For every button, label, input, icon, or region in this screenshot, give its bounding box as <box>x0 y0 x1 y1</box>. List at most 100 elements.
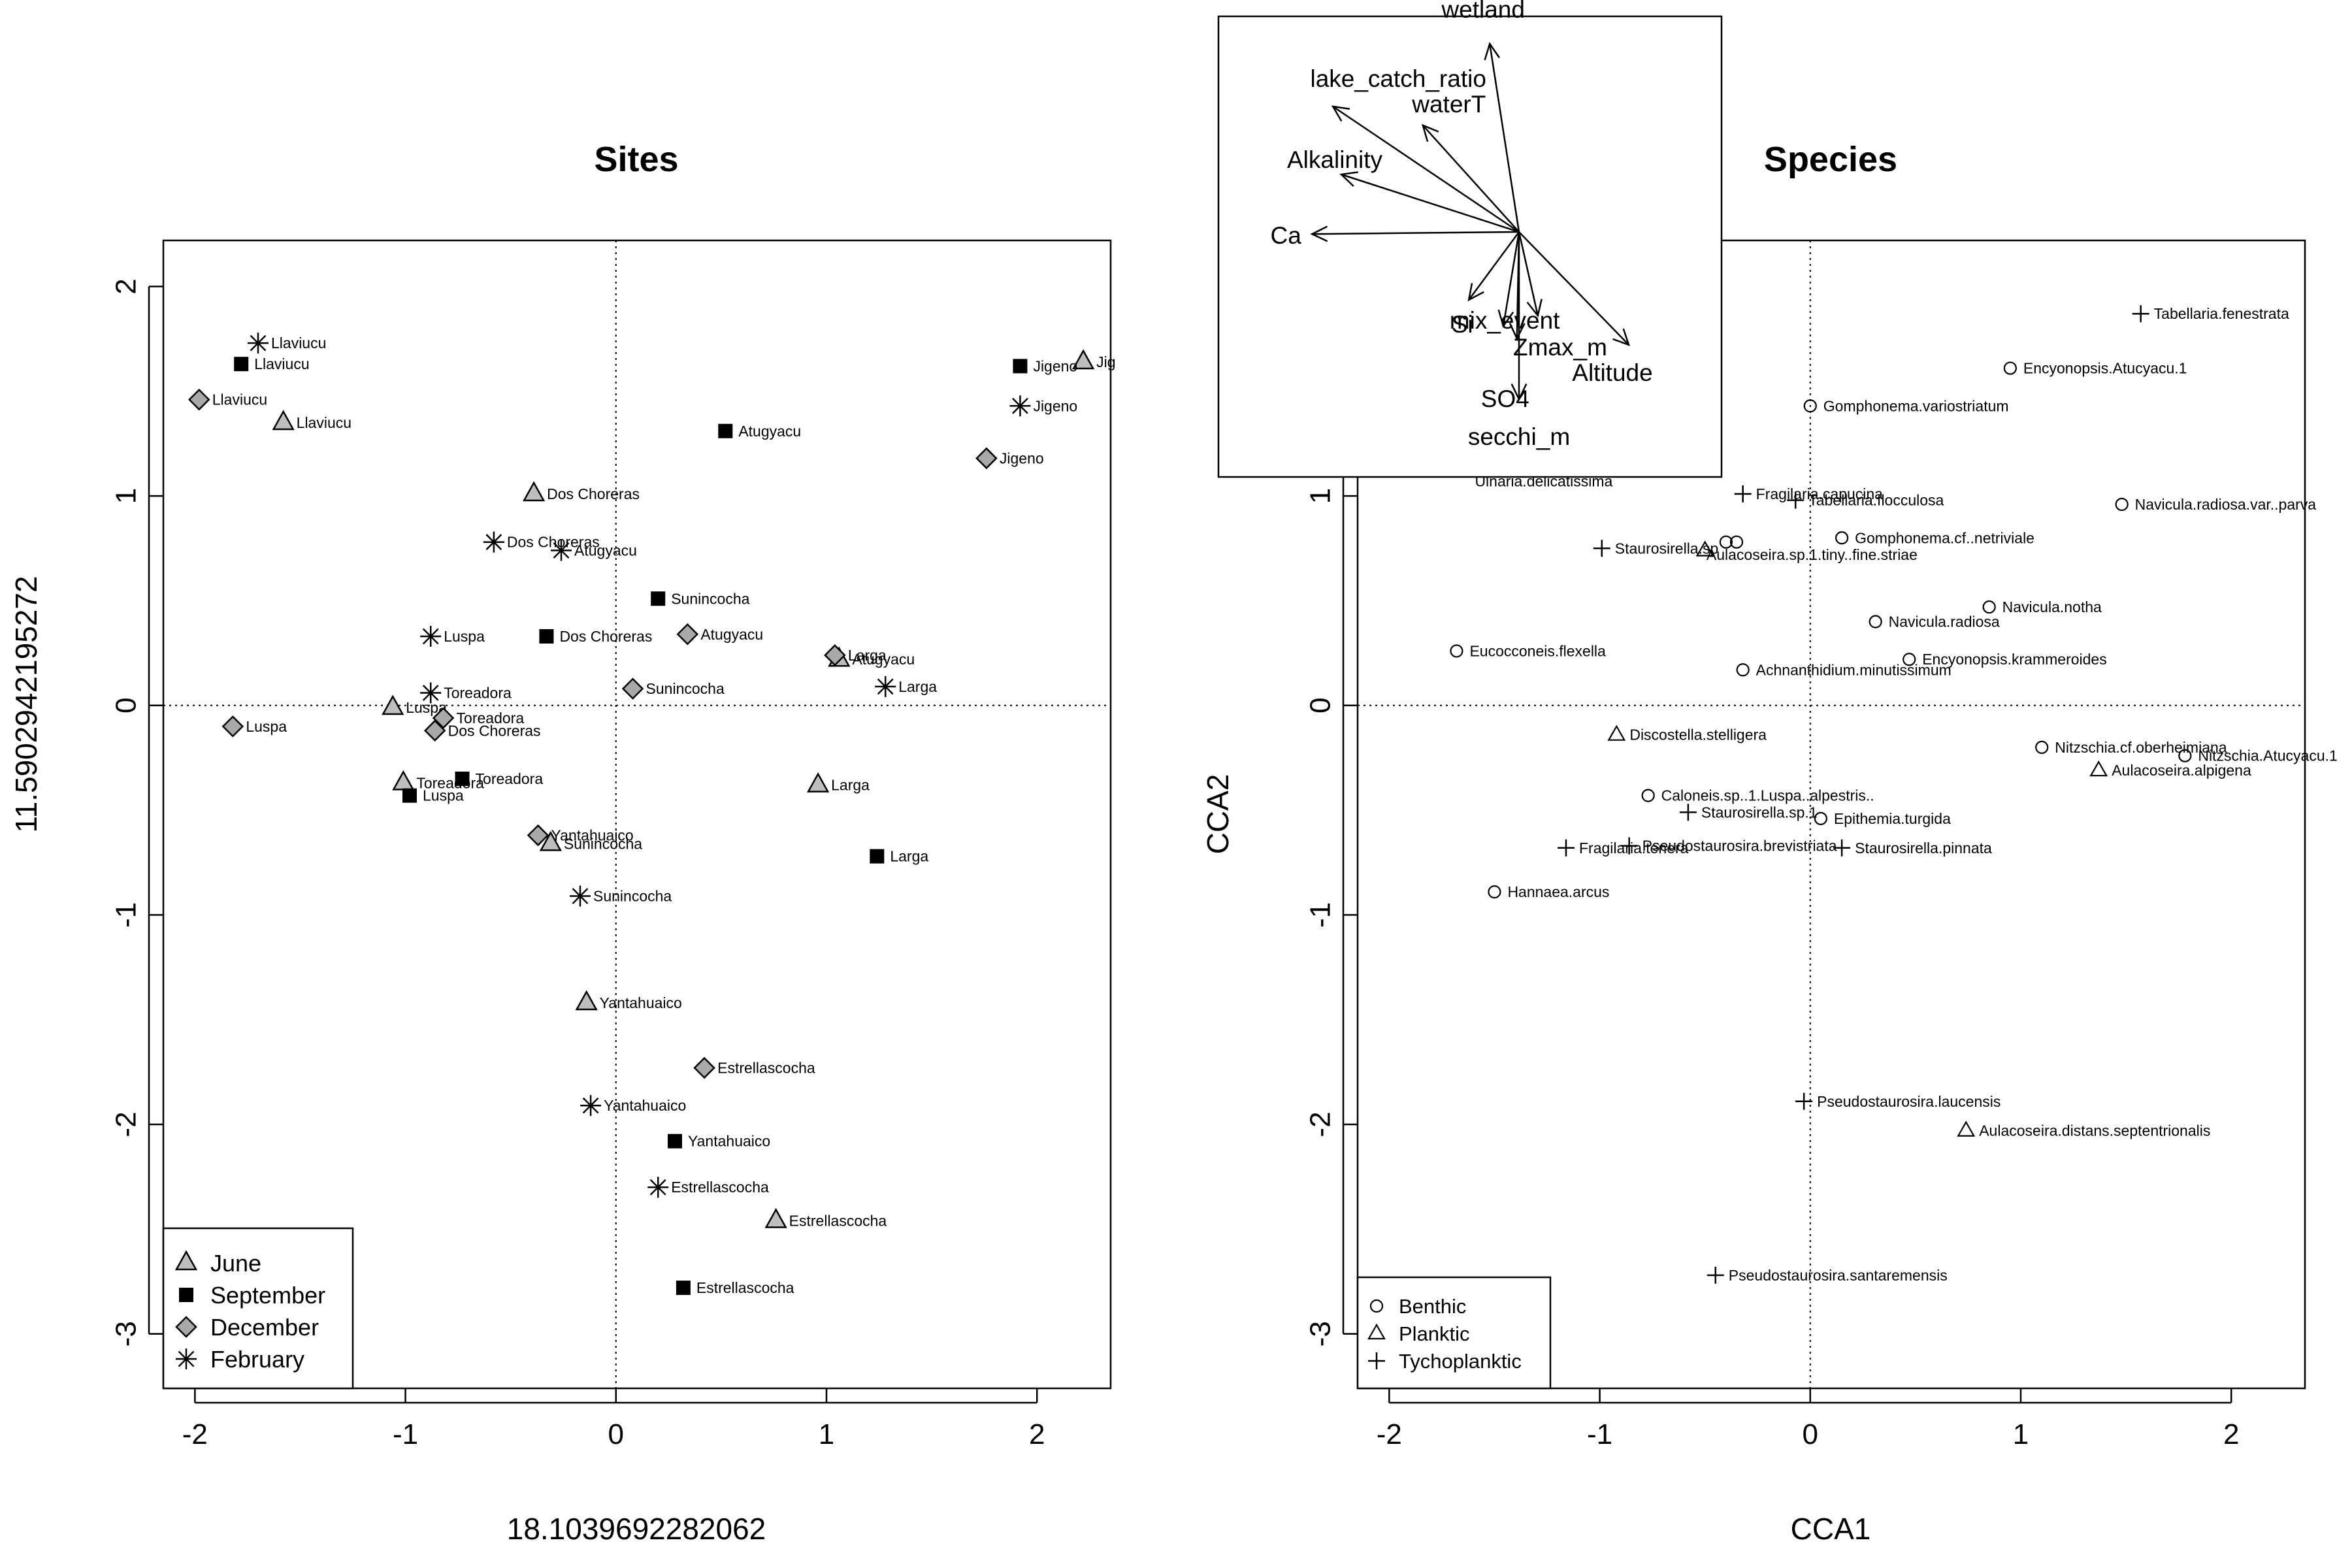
december-label-llaviucu: Llaviucu <box>212 391 267 408</box>
june-label-yantahuaico: Yantahuaico <box>600 994 682 1011</box>
december-label-yantahuaico: Yantahuaico <box>551 827 634 844</box>
december-point-jigeno <box>975 447 998 470</box>
arrow-watert: waterT <box>1411 91 1520 233</box>
benthic-label-hannaea-arcus: Hannaea.arcus <box>1507 883 1609 900</box>
arrow-ca: Ca <box>1271 222 1520 249</box>
arrow-label-si: Si <box>1452 311 1473 338</box>
tychoplanktic-point-pseudostaurosira-laucensis <box>1795 1092 1813 1110</box>
tychoplanktic-label-staurosirella-sp: Staurosirella.sp <box>1615 540 1719 557</box>
june-label-dos-choreras: Dos Choreras <box>547 485 640 502</box>
y-tick-label: 0 <box>110 698 142 713</box>
june-label-atugyacu: Atugyacu <box>852 651 915 668</box>
legend-marker-tychoplanktic <box>1368 1352 1385 1369</box>
legend-marker-september <box>179 1288 193 1302</box>
y-tick-label: -3 <box>110 1321 142 1347</box>
june-point-llaviucu <box>272 410 295 431</box>
december-point-toreadora <box>432 707 455 729</box>
species-panel: Species CCA1 CCA2 -2-1012-3-2-1012Gompho… <box>1201 140 2338 1546</box>
september-point-atugyacu <box>718 423 733 438</box>
legend-label-benthic: Benthic <box>1399 1295 1466 1318</box>
legend-label-tychoplanktic: Tychoplanktic <box>1399 1350 1522 1373</box>
benthic-label-caloneis-sp-1-luspa-alpestris: Caloneis.sp..1.Luspa..alpestris.. <box>1661 787 1874 804</box>
september-label-atugyacu: Atugyacu <box>738 423 801 440</box>
planktic-label-aulacoseira-distans-septentrionalis: Aulacoseira.distans.septentrionalis <box>1979 1122 2210 1139</box>
benthic-label-navicula-radiosa-var-parva: Navicula.radiosa.var..parva <box>2135 496 2317 513</box>
tychoplanktic-label-staurosirella-pinnata: Staurosirella.pinnata <box>1855 840 1992 857</box>
legend-label-february: February <box>210 1346 304 1373</box>
benthic-label-encyonopsis-atucyacu-1: Encyonopsis.Atucyacu.1 <box>2023 360 2187 377</box>
february-point-dos-choreras <box>483 531 504 553</box>
february-label-atugyacu: Atugyacu <box>574 542 637 559</box>
february-label-toreadora: Toreadora <box>444 685 512 702</box>
benthic-point-achnanthidium-minutissimum <box>1736 663 1750 677</box>
tychoplanktic-label-fragilaria-capucina: Fragilaria.capucina <box>1756 485 1884 502</box>
benthic-point-epithemia-turgida <box>1814 811 1827 826</box>
x-tick-label: 0 <box>1803 1418 1818 1450</box>
planktic-point-aulacoseira-distans-septentrionalis <box>1957 1120 1976 1137</box>
legend-label-september: September <box>210 1282 325 1309</box>
december-label-larga: Larga <box>848 647 887 664</box>
benthic-label-epithemia-turgida: Epithemia.turgida <box>1834 810 1951 827</box>
benthic-label-navicula-radiosa: Navicula.radiosa <box>1889 613 2000 630</box>
benthic-label-achnanthidium-minutissimum: Achnanthidium.minutissimum <box>1756 661 1952 678</box>
legend-marker-december <box>175 1316 197 1338</box>
tychoplanktic-point-staurosirella-sp-1 <box>1679 804 1697 821</box>
x-tick-label: 1 <box>819 1418 834 1450</box>
arrow-label-secchi-m: secchi_m <box>1468 423 1570 450</box>
sites-panel: Sites 18.1039692282062 11.5902942195272 … <box>9 140 1116 1546</box>
species-legend-box <box>1356 1276 1552 1390</box>
x-tick-label: 2 <box>1029 1418 1045 1450</box>
sites-title: Sites <box>594 140 678 179</box>
benthic-point-unlabeled <box>1729 535 1744 549</box>
february-label-yantahuaico: Yantahuaico <box>604 1097 686 1114</box>
february-point-luspa <box>420 625 442 647</box>
extra-label-aulacoseira-sp-1-tiny-fine-striae: Aulacoseira.sp.1.tiny..fine.striae <box>1707 546 1918 563</box>
february-label-sunincocha: Sunincocha <box>593 888 672 905</box>
arrow-lake-catch-ratio: lake_catch_ratio <box>1310 65 1520 233</box>
june-point-yantahuaico <box>575 990 598 1011</box>
february-point-toreadora <box>420 682 442 704</box>
arrow-label-watert: waterT <box>1411 91 1486 118</box>
x-tick-label: -2 <box>1377 1418 1402 1450</box>
legend-marker-february <box>176 1348 197 1369</box>
september-label-larga: Larga <box>890 848 928 865</box>
x-tick-label: -2 <box>182 1418 208 1450</box>
benthic-label-eucocconeis-flexella: Eucocconeis.flexella <box>1469 642 1606 659</box>
sites-legend-markers <box>174 1250 198 1369</box>
september-point-estrellascocha <box>676 1281 691 1296</box>
december-point-estrellascocha <box>693 1056 715 1079</box>
y-tick-label: 0 <box>1304 698 1336 713</box>
september-point-luspa <box>402 788 417 803</box>
december-label-dos-choreras: Dos Choreras <box>448 722 541 739</box>
september-label-sunincocha: Sunincocha <box>671 590 749 607</box>
y-tick-label: 2 <box>110 278 142 294</box>
february-point-sunincocha <box>570 885 591 907</box>
september-point-toreadora <box>455 771 470 786</box>
arrow-si: Si <box>1452 231 1520 338</box>
planktic-label-discostella-stelligera: Discostella.stelligera <box>1629 727 1767 743</box>
december-point-luspa <box>221 715 244 738</box>
february-label-estrellascocha: Estrellascocha <box>671 1179 769 1196</box>
benthic-point-caloneis-sp-1-luspa-alpestris <box>1641 789 1655 802</box>
y-tick-label: -2 <box>110 1111 142 1137</box>
y-tick-label: -1 <box>110 902 142 928</box>
species-plot-area: -2-1012-3-2-1012Gomphonema.variostriatum… <box>1304 239 2338 1450</box>
september-point-llaviucu <box>234 357 249 372</box>
september-label-luspa: Luspa <box>423 787 464 804</box>
december-point-llaviucu <box>188 388 210 411</box>
arrow-label-zmax-m: Zmax_m <box>1513 334 1607 361</box>
benthic-point-navicula-radiosa <box>1869 615 1882 629</box>
benthic-point-unlabeled <box>1719 535 1733 549</box>
species-y-axis-label: CCA2 <box>1201 774 1235 855</box>
june-point-sunincocha <box>539 830 563 851</box>
september-label-dos-choreras: Dos Choreras <box>559 628 652 645</box>
x-tick-label: 0 <box>608 1418 624 1450</box>
legend-label-june: June <box>210 1250 261 1277</box>
benthic-point-navicula-notha <box>1982 600 1996 614</box>
benthic-point-nitzschia-atucyacu-1 <box>2178 749 2192 762</box>
february-point-jigeno <box>1009 395 1031 417</box>
june-label-llaviucu: Llaviucu <box>297 414 351 431</box>
benthic-label-nitzschia-atucyacu-1: Nitzschia.Atucyacu.1 <box>2198 747 2337 764</box>
